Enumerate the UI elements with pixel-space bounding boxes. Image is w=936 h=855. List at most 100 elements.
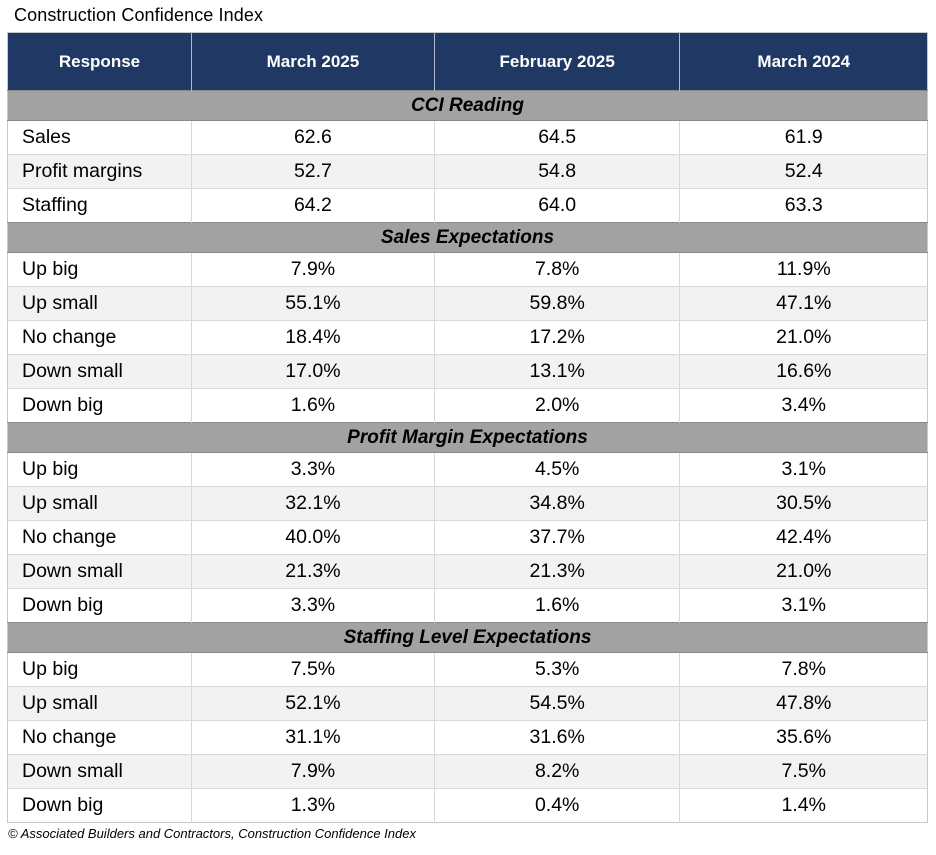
value-cell: 40.0% <box>190 520 435 555</box>
response-label-cell: No change <box>7 320 192 355</box>
section-header-label: Profit Margin Expectations <box>7 422 928 453</box>
value-cell: 7.5% <box>679 754 928 789</box>
table-row: Up big 3.3% 4.5% 3.1% <box>7 452 928 487</box>
value-cell: 30.5% <box>679 486 928 521</box>
value-cell: 37.7% <box>433 520 680 555</box>
value-cell: 64.2 <box>190 188 435 223</box>
value-cell: 52.7 <box>190 154 435 189</box>
value-cell: 64.5 <box>433 120 680 155</box>
response-label-cell: Up small <box>7 286 192 321</box>
response-label-cell: No change <box>7 520 192 555</box>
response-label-cell: Down big <box>7 588 192 623</box>
value-cell: 34.8% <box>433 486 680 521</box>
table-row: No change 31.1% 31.6% 35.6% <box>7 720 928 755</box>
value-cell: 52.4 <box>679 154 928 189</box>
value-cell: 1.6% <box>190 388 435 423</box>
value-cell: 3.1% <box>679 588 928 623</box>
table-row: Down big 3.3% 1.6% 3.1% <box>7 588 928 623</box>
value-cell: 1.6% <box>433 588 680 623</box>
table-row: Down big 1.3% 0.4% 1.4% <box>7 788 928 823</box>
column-header-march-2024: March 2024 <box>679 32 928 91</box>
table-row: Down small 7.9% 8.2% 7.5% <box>7 754 928 789</box>
value-cell: 7.8% <box>679 652 928 687</box>
table-body: CCI Reading Sales 62.6 64.5 61.9 Profit margi… <box>7 90 928 823</box>
value-cell: 8.2% <box>433 754 680 789</box>
value-cell: 7.9% <box>190 252 435 287</box>
value-cell: 18.4% <box>190 320 435 355</box>
column-header-march-2025: March 2025 <box>190 32 435 91</box>
response-label-cell: Up small <box>7 686 192 721</box>
section-header-label: Sales Expectations <box>7 222 928 253</box>
value-cell: 7.8% <box>433 252 680 287</box>
value-cell: 13.1% <box>433 354 680 389</box>
value-cell: 42.4% <box>679 520 928 555</box>
table-row: Profit margins 52.7 54.8 52.4 <box>7 154 928 189</box>
value-cell: 54.8 <box>433 154 680 189</box>
value-cell: 3.1% <box>679 452 928 487</box>
response-label-cell: Up big <box>7 652 192 687</box>
value-cell: 7.5% <box>190 652 435 687</box>
cci-table: Response March 2025 February 2025 March … <box>7 32 928 823</box>
table-header-row: Response March 2025 February 2025 March … <box>7 32 928 91</box>
table-row: Down small 17.0% 13.1% 16.6% <box>7 354 928 389</box>
value-cell: 52.1% <box>190 686 435 721</box>
value-cell: 31.6% <box>433 720 680 755</box>
value-cell: 17.0% <box>190 354 435 389</box>
section-header-row: Staffing Level Expectations <box>7 622 928 653</box>
response-label-cell: Up big <box>7 452 192 487</box>
response-label-cell: Sales <box>7 120 192 155</box>
response-label-cell: Down big <box>7 788 192 823</box>
response-label-cell: Up big <box>7 252 192 287</box>
table-row: No change 40.0% 37.7% 42.4% <box>7 520 928 555</box>
value-cell: 21.3% <box>433 554 680 589</box>
table-row: Up big 7.5% 5.3% 7.8% <box>7 652 928 687</box>
value-cell: 5.3% <box>433 652 680 687</box>
response-label-cell: Profit margins <box>7 154 192 189</box>
value-cell: 3.3% <box>190 452 435 487</box>
page-title: Construction Confidence Index <box>14 5 264 25</box>
table-row: Down big 1.6% 2.0% 3.4% <box>7 388 928 423</box>
response-label-cell: Down small <box>7 754 192 789</box>
value-cell: 47.1% <box>679 286 928 321</box>
response-label-cell: Down big <box>7 388 192 423</box>
value-cell: 63.3 <box>679 188 928 223</box>
value-cell: 21.3% <box>190 554 435 589</box>
section-header-label: Staffing Level Expectations <box>7 622 928 653</box>
value-cell: 55.1% <box>190 286 435 321</box>
value-cell: 7.9% <box>190 754 435 789</box>
value-cell: 2.0% <box>433 388 680 423</box>
column-header-response: Response <box>7 32 192 91</box>
value-cell: 35.6% <box>679 720 928 755</box>
value-cell: 59.8% <box>433 286 680 321</box>
value-cell: 32.1% <box>190 486 435 521</box>
value-cell: 17.2% <box>433 320 680 355</box>
value-cell: 11.9% <box>679 252 928 287</box>
value-cell: 31.1% <box>190 720 435 755</box>
value-cell: 21.0% <box>679 554 928 589</box>
table-row: Sales 62.6 64.5 61.9 <box>7 120 928 155</box>
section-header-row: Profit Margin Expectations <box>7 422 928 453</box>
value-cell: 0.4% <box>433 788 680 823</box>
table-row: Up small 55.1% 59.8% 47.1% <box>7 286 928 321</box>
value-cell: 21.0% <box>679 320 928 355</box>
value-cell: 1.3% <box>190 788 435 823</box>
value-cell: 47.8% <box>679 686 928 721</box>
value-cell: 16.6% <box>679 354 928 389</box>
table-row: Up small 32.1% 34.8% 30.5% <box>7 486 928 521</box>
value-cell: 4.5% <box>433 452 680 487</box>
value-cell: 54.5% <box>433 686 680 721</box>
table-row: Staffing 64.2 64.0 63.3 <box>7 188 928 223</box>
column-header-february-2025: February 2025 <box>433 32 680 91</box>
response-label-cell: No change <box>7 720 192 755</box>
section-header-row: CCI Reading <box>7 90 928 121</box>
section-header-label: CCI Reading <box>7 90 928 121</box>
value-cell: 64.0 <box>433 188 680 223</box>
value-cell: 62.6 <box>190 120 435 155</box>
table-row: Up big 7.9% 7.8% 11.9% <box>7 252 928 287</box>
value-cell: 3.3% <box>190 588 435 623</box>
value-cell: 3.4% <box>679 388 928 423</box>
table-row: Up small 52.1% 54.5% 47.8% <box>7 686 928 721</box>
response-label-cell: Down small <box>7 554 192 589</box>
response-label-cell: Staffing <box>7 188 192 223</box>
